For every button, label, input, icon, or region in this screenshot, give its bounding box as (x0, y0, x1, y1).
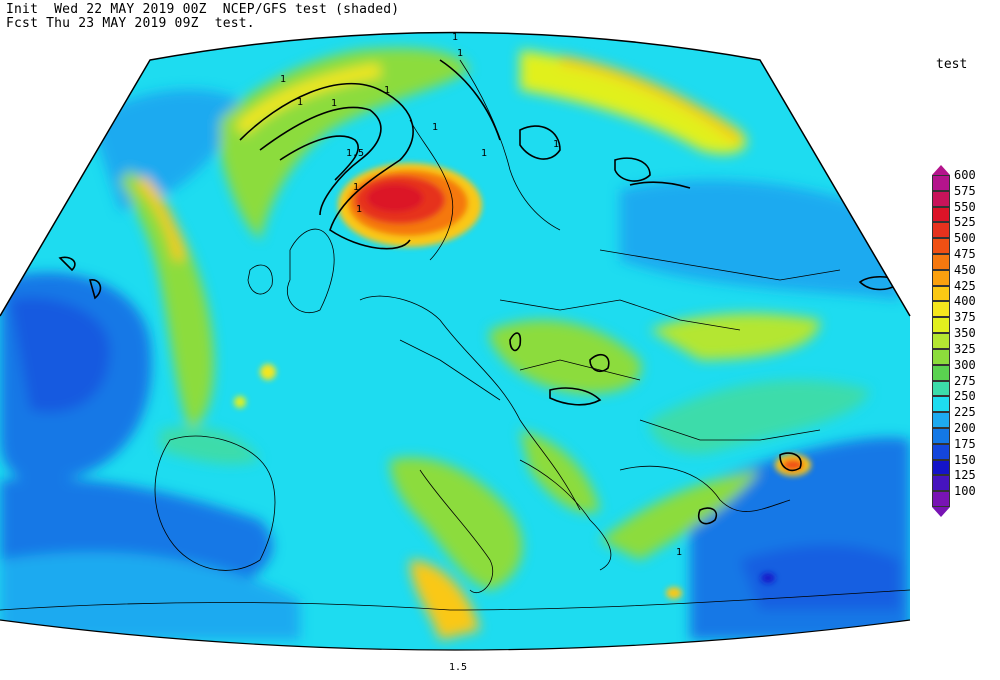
legend-swatch (932, 269, 950, 286)
legend-label: 350 (954, 326, 976, 341)
legend-label: 300 (954, 357, 976, 372)
legend-label: 100 (954, 484, 976, 499)
legend-swatch (932, 317, 950, 334)
legend-label: 400 (954, 294, 976, 309)
legend-label: 275 (954, 373, 976, 388)
legend-label: 575 (954, 183, 976, 198)
contour-label-group: 1 1 1 1 1 1 1 1.5 1 1 1 1 1 1.5 (280, 32, 682, 673)
legend-label: 150 (954, 452, 976, 467)
contour-label: 1 (353, 182, 359, 193)
contour-label: 1.5 (346, 148, 364, 159)
legend-swatch (932, 190, 950, 207)
legend-label: 525 (954, 215, 976, 230)
legend-swatch (932, 427, 950, 444)
legend-label: 600 (954, 168, 976, 182)
legend-swatch (932, 285, 950, 302)
contour-label: 1 (676, 547, 682, 558)
legend-label: 325 (954, 341, 976, 356)
legend-label: 200 (954, 420, 976, 435)
legend-title: test (936, 57, 968, 72)
legend-label: 475 (954, 247, 976, 262)
legend-swatch (932, 412, 950, 428)
contour-label: 1 (457, 48, 463, 59)
legend-label: 425 (954, 278, 976, 293)
contour-label: 1 (331, 98, 337, 109)
legend-swatch (932, 301, 950, 318)
contour-label: 1 (280, 74, 286, 85)
legend-label: 225 (954, 405, 976, 420)
legend-swatch (932, 475, 950, 492)
legend-label: 375 (954, 310, 976, 325)
forecast-header: Fcst Thu 23 MAY 2019 09Z test. (6, 16, 255, 31)
contour-label: 1 (356, 204, 362, 215)
contour-label: 1 (553, 139, 559, 150)
legend-swatch (932, 333, 950, 349)
legend-swatch (932, 364, 950, 381)
legend-label: 550 (954, 199, 976, 214)
legend-label: 250 (954, 389, 976, 404)
init-header: Init Wed 22 MAY 2019 00Z NCEP/GFS test (… (6, 2, 400, 17)
coastlines (0, 59, 910, 611)
legend-swatch (932, 254, 950, 270)
contours (58, 59, 902, 525)
contour-label: 1.5 (449, 662, 467, 673)
legend-label: 500 (954, 231, 976, 246)
contour-label: 1 (481, 148, 487, 159)
legend-label: 125 (954, 468, 976, 483)
legend-swatch (932, 222, 950, 239)
contour-label: 1 (432, 122, 438, 133)
legend-top-arrow (932, 165, 950, 175)
color-legend: 600 575 550 525 500 475 450 425 400 375 350 325 300 2… (926, 165, 996, 517)
contour-label: 1 (297, 97, 303, 108)
legend-swatch (932, 348, 950, 365)
legend-swatch (932, 380, 950, 397)
legend-swatch (932, 238, 950, 255)
legend-swatch (932, 175, 950, 191)
legend-swatch (932, 443, 950, 460)
legend-bottom-arrow (932, 507, 950, 517)
contour-label: 1 (384, 85, 390, 96)
legend-label: 450 (954, 262, 976, 277)
legend-swatch (932, 491, 950, 507)
legend-label: 175 (954, 436, 976, 451)
contour-label: 1 (452, 32, 458, 43)
legend-swatch (932, 396, 950, 413)
legend-swatch (932, 459, 950, 476)
legend-swatch (932, 206, 950, 223)
